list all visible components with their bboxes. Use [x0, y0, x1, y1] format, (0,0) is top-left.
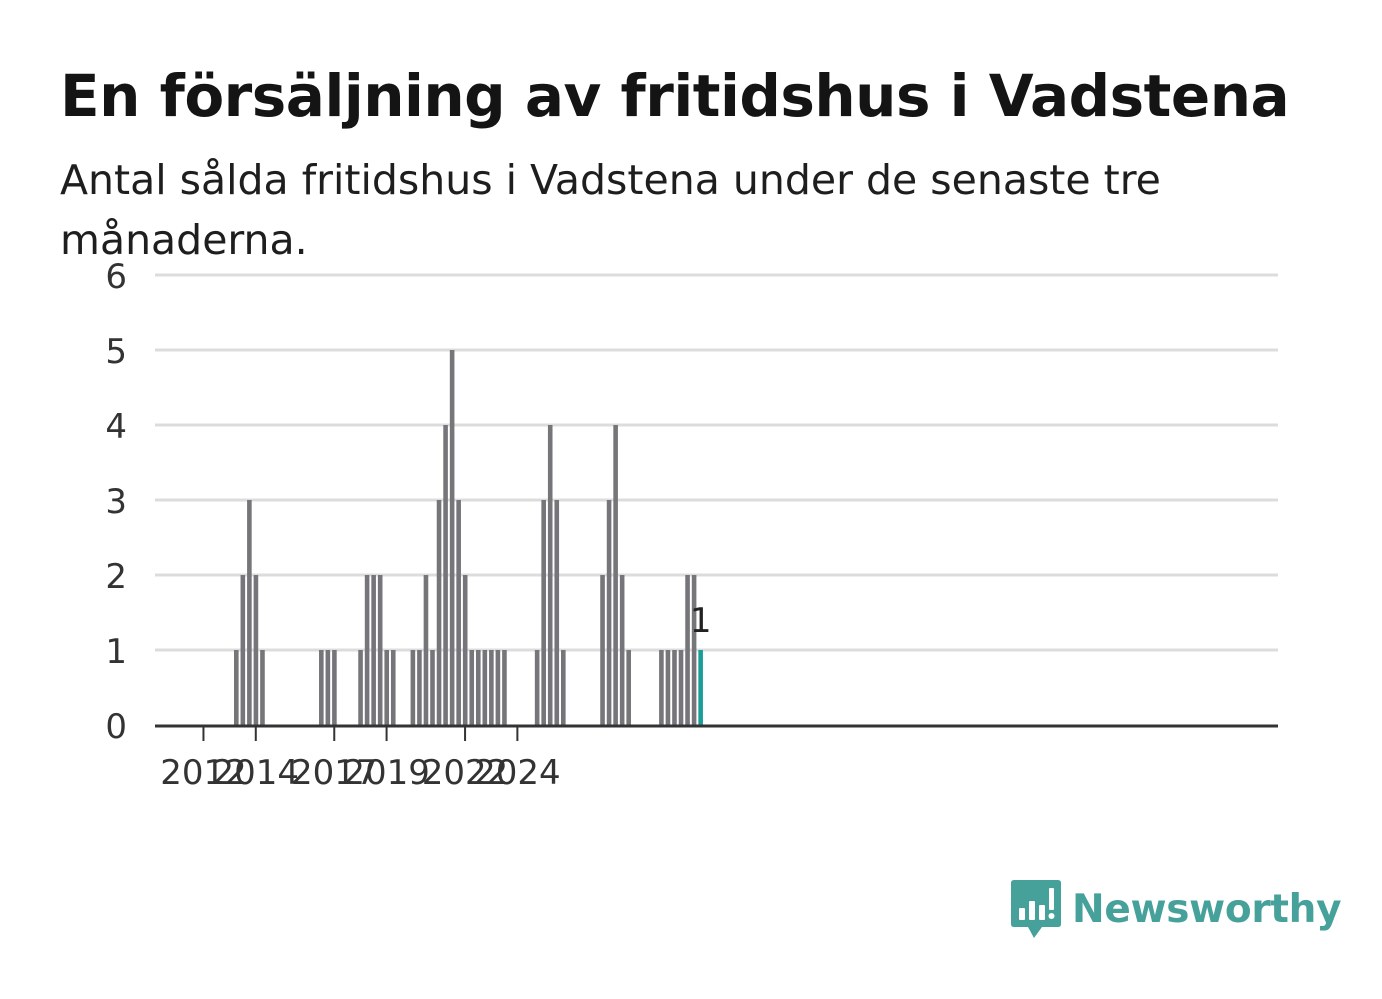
- bar: [665, 650, 671, 725]
- bar: [685, 575, 690, 725]
- bar: [475, 650, 481, 725]
- bar-highlight: [698, 650, 703, 725]
- x-tick-label: 2012: [160, 753, 247, 793]
- bar: [423, 575, 429, 725]
- bar: [436, 500, 442, 725]
- y-tick-label: 6: [105, 257, 127, 297]
- y-axis-labels: 0 1 2 3 4 5 6: [105, 257, 127, 747]
- x-tick-label: 2017: [291, 753, 378, 793]
- bar: [561, 650, 566, 725]
- bar: [410, 650, 416, 725]
- newsworthy-wordmark: Newsworthy: [1072, 886, 1342, 932]
- bar: [443, 425, 448, 725]
- bar: [534, 650, 540, 725]
- bar: [659, 650, 664, 725]
- gridlines: [155, 273, 1278, 652]
- bar: [358, 650, 363, 725]
- bar: [489, 650, 494, 725]
- y-tick-label: 0: [105, 707, 127, 747]
- x-tick-label: 2019: [343, 753, 430, 793]
- x-tick-label: 2014: [213, 753, 300, 793]
- bar: [462, 575, 468, 725]
- bar: [502, 650, 507, 725]
- y-tick-label: 3: [105, 482, 127, 522]
- bar: [417, 650, 422, 725]
- bar: [364, 575, 370, 725]
- chart-subtitle: Antal sålda fritidshus i Vadstena under …: [60, 156, 1161, 264]
- bar: [371, 575, 376, 725]
- bar: [600, 575, 605, 725]
- bar: [332, 650, 337, 725]
- bar: [547, 425, 553, 725]
- chart-title: En försäljning av fritidshus i Vadstena: [60, 62, 1290, 130]
- bar: [260, 650, 265, 725]
- bar: [613, 425, 618, 725]
- bar: [691, 575, 697, 725]
- bar: [377, 575, 383, 725]
- newsworthy-logo: Newsworthy: [1010, 878, 1342, 940]
- bar: [325, 650, 331, 725]
- bar: [495, 650, 501, 725]
- bar: [554, 500, 560, 725]
- bars: [234, 350, 703, 725]
- bar: [247, 500, 252, 725]
- y-tick-label: 1: [105, 632, 127, 672]
- y-tick-label: 5: [105, 332, 127, 372]
- bar: [384, 650, 390, 725]
- bar: [619, 575, 625, 725]
- y-tick-label: 4: [105, 407, 127, 447]
- bar: [678, 650, 684, 725]
- bar: [482, 650, 488, 725]
- bar: [606, 500, 612, 725]
- y-tick-label: 2: [105, 557, 127, 597]
- bar: [430, 650, 435, 725]
- bar: [319, 650, 324, 725]
- bar: [234, 650, 239, 725]
- bar: [672, 650, 677, 725]
- bar: [253, 575, 259, 725]
- x-tick-label: 2022: [422, 753, 509, 793]
- bar: [469, 650, 475, 725]
- bar: [626, 650, 631, 725]
- newsworthy-chart-bubble-icon: [1011, 880, 1061, 938]
- bar: [449, 350, 455, 725]
- bar: [390, 650, 396, 725]
- bar: [456, 500, 461, 725]
- highlight-value-label: 1: [690, 601, 712, 641]
- bar: [240, 575, 246, 725]
- x-tick-label: 2024: [474, 753, 561, 793]
- bar: [541, 500, 546, 725]
